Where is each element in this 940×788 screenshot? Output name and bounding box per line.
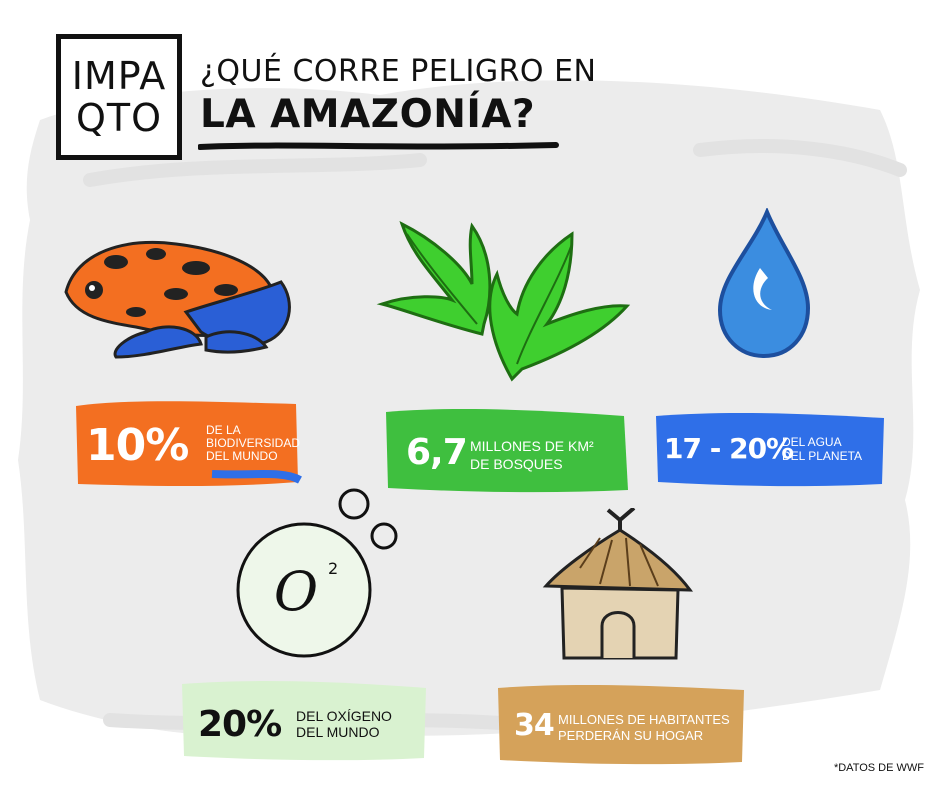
forests-line-2: DE BOSQUES [470, 456, 563, 472]
water-value: 17 - 20% [664, 432, 794, 465]
tan-brush [498, 684, 744, 765]
oxygen-superscript: 2 [328, 559, 338, 578]
frog-icon [64, 240, 291, 359]
stat-forests: 6,7 MILLONES DE KM² DE BOSQUES [384, 402, 630, 498]
leaves-icon [376, 221, 631, 382]
light-green-brush [182, 681, 426, 761]
oxygen-line-1: DEL OXÍGENO [296, 708, 392, 724]
biodiversity-line-1: DE LA [206, 423, 241, 437]
biodiversity-line-3: DEL MUNDO [206, 449, 278, 463]
biodiversity-line-2: BIODIVERSIDAD [206, 436, 301, 450]
water-line-1: DEL AGUA [782, 435, 842, 449]
inhabitants-line-1: MILLONES DE HABITANTES [558, 712, 730, 727]
oxygen-bubble-icon: O 2 [236, 488, 398, 658]
logo-line-2: QTO [75, 96, 163, 140]
biodiversity-value: 10% [86, 420, 189, 471]
water-line-2: DEL PLANETA [782, 449, 863, 463]
stat-oxygen: 20% DEL OXÍGENO DEL MUNDO [178, 676, 430, 764]
blue-brush [656, 412, 884, 487]
impaqto-logo: IMPA QTO [56, 34, 182, 160]
title-line-2: LA AMAZONÍA? [200, 92, 536, 137]
forests-value: 6,7 [406, 432, 468, 473]
stat-inhabitants: 34 MILLONES DE HABITANTES PERDERÁN SU HO… [494, 680, 748, 768]
inhabitants-value: 34 [514, 708, 555, 743]
stat-water: 17 - 20% DEL AGUA DEL PLANETA [652, 408, 888, 490]
stat-biodiversity: 10% DE LA BIODIVERSIDAD DEL MUNDO [72, 396, 302, 492]
oxygen-line-2: DEL MUNDO [296, 724, 380, 740]
title-line-1: ¿QUÉ CORRE PELIGRO EN [200, 54, 597, 89]
forests-line-1: MILLONES DE KM² [470, 438, 594, 454]
water-drop-icon [717, 208, 811, 359]
title-underline [198, 142, 559, 150]
green-brush [386, 409, 628, 493]
oxygen-value: 20% [198, 704, 282, 745]
logo-line-1: IMPA [71, 54, 167, 98]
orange-brush [76, 401, 302, 486]
inhabitants-line-2: PERDERÁN SU HOGAR [558, 728, 704, 743]
footnote: *DATOS DE WWF [833, 762, 924, 774]
oxygen-symbol: O [274, 560, 318, 623]
hut-icon [542, 508, 694, 660]
